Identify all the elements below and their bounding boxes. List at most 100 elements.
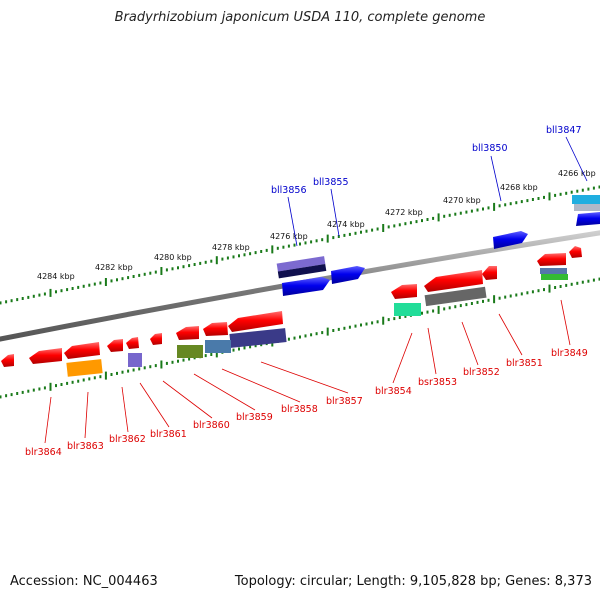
- minor-tick: [587, 187, 590, 191]
- gene-label-blr3862[interactable]: blr3862: [109, 434, 146, 445]
- minor-tick: [82, 378, 85, 382]
- minor-tick: [520, 292, 523, 296]
- minor-tick: [387, 318, 390, 322]
- minor-tick: [487, 206, 490, 210]
- tick-label: 4268 kbp: [500, 183, 538, 192]
- gene-arrow-blr3861[interactable]: [126, 337, 139, 349]
- gene-label-bll3856[interactable]: bll3856: [271, 185, 307, 196]
- gene-arrow-blr3854[interactable]: [391, 284, 417, 299]
- minor-tick: [132, 275, 135, 278]
- minor-tick: [332, 236, 335, 240]
- gene-label-blr3849[interactable]: blr3849: [551, 348, 588, 359]
- gene-label-blr3859[interactable]: blr3859: [236, 412, 273, 423]
- minor-tick: [409, 221, 412, 225]
- gene-arrow-blr3865[interactable]: [1, 354, 14, 367]
- minor-tick: [299, 242, 301, 246]
- minor-tick: [254, 344, 257, 348]
- gene-arrow-bll3850b[interactable]: [493, 231, 528, 249]
- gene-bar-blr3857[interactable]: [229, 328, 287, 348]
- gene-arrow-blr3849b[interactable]: [537, 253, 566, 266]
- gene-arrow-blr3860[interactable]: [150, 333, 162, 345]
- reverse-gene-labels: blr3849 blr3851 blr3852 bsr3853 blr3854 …: [25, 348, 588, 458]
- minor-tick: [287, 244, 290, 248]
- gene-bar-blr3849b[interactable]: [541, 274, 568, 280]
- gene-bar-bll3856a[interactable]: [276, 256, 326, 272]
- minor-tick: [587, 279, 590, 283]
- gene-label-bll3855[interactable]: bll3855: [313, 177, 349, 188]
- minor-tick: [127, 276, 130, 280]
- gene-bar-bll3847a[interactable]: [572, 195, 600, 204]
- minor-tick: [543, 288, 545, 292]
- minor-tick: [304, 334, 307, 338]
- minor-tick: [310, 333, 313, 337]
- outer-tick-track: [0, 185, 600, 305]
- minor-tick: [454, 212, 457, 216]
- minor-tick: [243, 253, 246, 257]
- gene-label-blr3854[interactable]: blr3854: [375, 386, 412, 397]
- reverse-genes: [1, 246, 582, 377]
- gene-arrow-bll3856[interactable]: [282, 277, 330, 296]
- gene-label-blr3861[interactable]: blr3861: [150, 429, 187, 440]
- minor-tick: [581, 280, 584, 284]
- gene-label-blr3858[interactable]: blr3858: [281, 404, 318, 415]
- minor-tick: [32, 388, 35, 392]
- major-tick: [160, 267, 163, 275]
- minor-tick: [321, 331, 324, 335]
- gene-arrow-bll3850[interactable]: [576, 212, 600, 226]
- minor-tick: [293, 336, 296, 340]
- gene-bar-blr3859[interactable]: [177, 345, 203, 358]
- minor-tick: [138, 273, 141, 277]
- minor-tick: [121, 370, 124, 374]
- minor-tick: [99, 281, 102, 285]
- minor-tick: [470, 302, 473, 305]
- minor-tick: [260, 250, 263, 253]
- minor-tick: [21, 390, 24, 394]
- gene-arrow-blr3857[interactable]: [228, 311, 283, 332]
- gene-bar-blr3858[interactable]: [205, 340, 231, 353]
- gene-label-blr3860[interactable]: blr3860: [193, 420, 230, 431]
- gene-arrow-blr3862[interactable]: [107, 339, 123, 352]
- minor-tick: [554, 193, 557, 197]
- gene-label-bsr3853[interactable]: bsr3853: [418, 377, 457, 388]
- gene-arrow-blr3851[interactable]: [482, 266, 497, 280]
- minor-tick: [299, 335, 301, 339]
- gene-bar-blr3849a[interactable]: [540, 268, 567, 274]
- minor-tick: [315, 332, 318, 336]
- minor-tick: [482, 299, 484, 303]
- gene-arrow-blr3859[interactable]: [176, 326, 199, 340]
- gene-label-bll3850[interactable]: bll3850: [472, 143, 508, 154]
- gene-label-blr3863[interactable]: blr3863: [67, 441, 104, 452]
- minor-tick: [421, 219, 423, 223]
- gene-label-blr3851[interactable]: blr3851: [506, 358, 543, 369]
- minor-tick: [282, 245, 285, 249]
- minor-tick: [598, 185, 600, 189]
- minor-tick: [16, 392, 19, 395]
- gene-label-blr3857[interactable]: blr3857: [326, 396, 363, 407]
- gene-bar-blr3854[interactable]: [394, 303, 421, 316]
- minor-tick: [5, 300, 8, 304]
- tick-label: 4272 kbp: [385, 208, 423, 217]
- gene-arrow-blr3852[interactable]: [424, 270, 483, 292]
- gene-label-bll3847[interactable]: bll3847: [546, 125, 582, 136]
- minor-tick: [476, 208, 479, 212]
- gene-arrow-blr3849a[interactable]: [569, 246, 582, 258]
- gene-bar-bll3856b[interactable]: [277, 263, 327, 279]
- minor-tick: [576, 281, 579, 285]
- minor-tick: [165, 361, 168, 365]
- gene-bar-blr3861[interactable]: [128, 353, 142, 367]
- gene-arrow-blr3863[interactable]: [64, 342, 100, 359]
- minor-tick: [570, 190, 573, 194]
- gene-bar-bll3847b[interactable]: [574, 204, 600, 211]
- gene-arrow-blr3864[interactable]: [29, 348, 62, 364]
- gene-bar-bsr3853[interactable]: [424, 286, 487, 307]
- minor-tick: [554, 286, 557, 289]
- minor-tick: [276, 246, 279, 250]
- minor-tick: [343, 233, 346, 237]
- gene-label-blr3864[interactable]: blr3864: [25, 447, 62, 458]
- gene-label-blr3852[interactable]: blr3852: [463, 367, 500, 378]
- gene-arrow-bll3855[interactable]: [331, 266, 365, 284]
- minor-tick: [232, 255, 235, 259]
- gene-bar-blr3863[interactable]: [66, 359, 103, 377]
- gene-arrow-blr3858[interactable]: [203, 322, 228, 336]
- minor-tick: [526, 199, 529, 203]
